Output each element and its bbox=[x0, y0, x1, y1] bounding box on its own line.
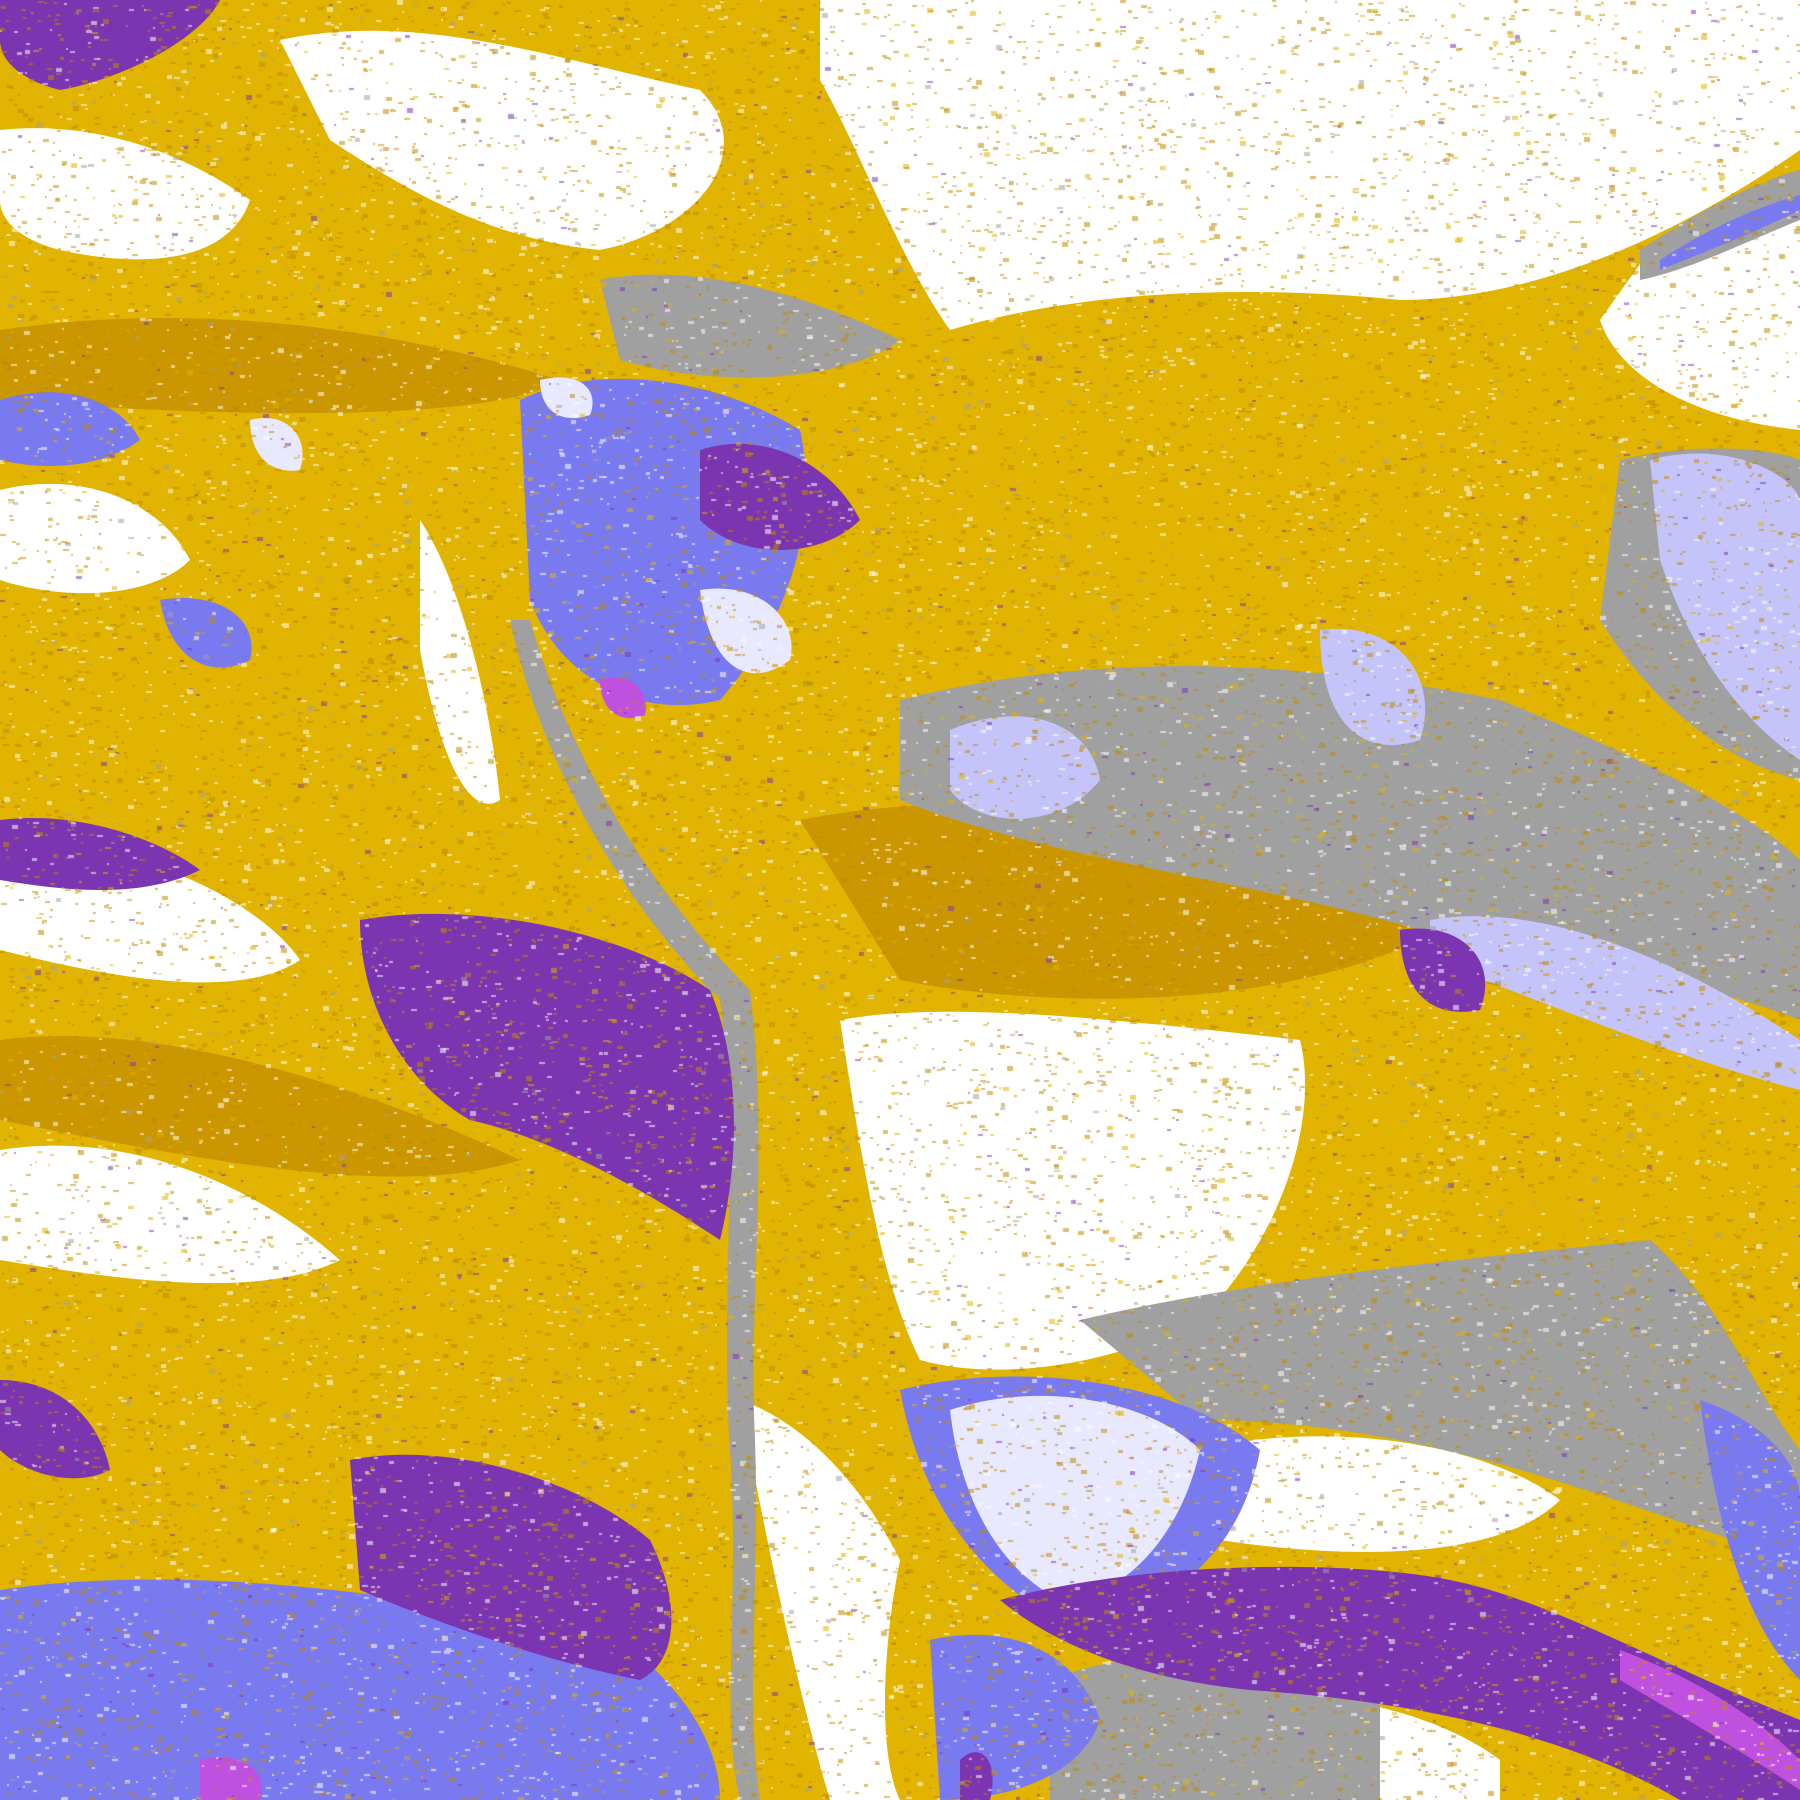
map-view[interactable] bbox=[0, 0, 1800, 1800]
texture-speckle-overlay bbox=[0, 0, 1800, 1800]
